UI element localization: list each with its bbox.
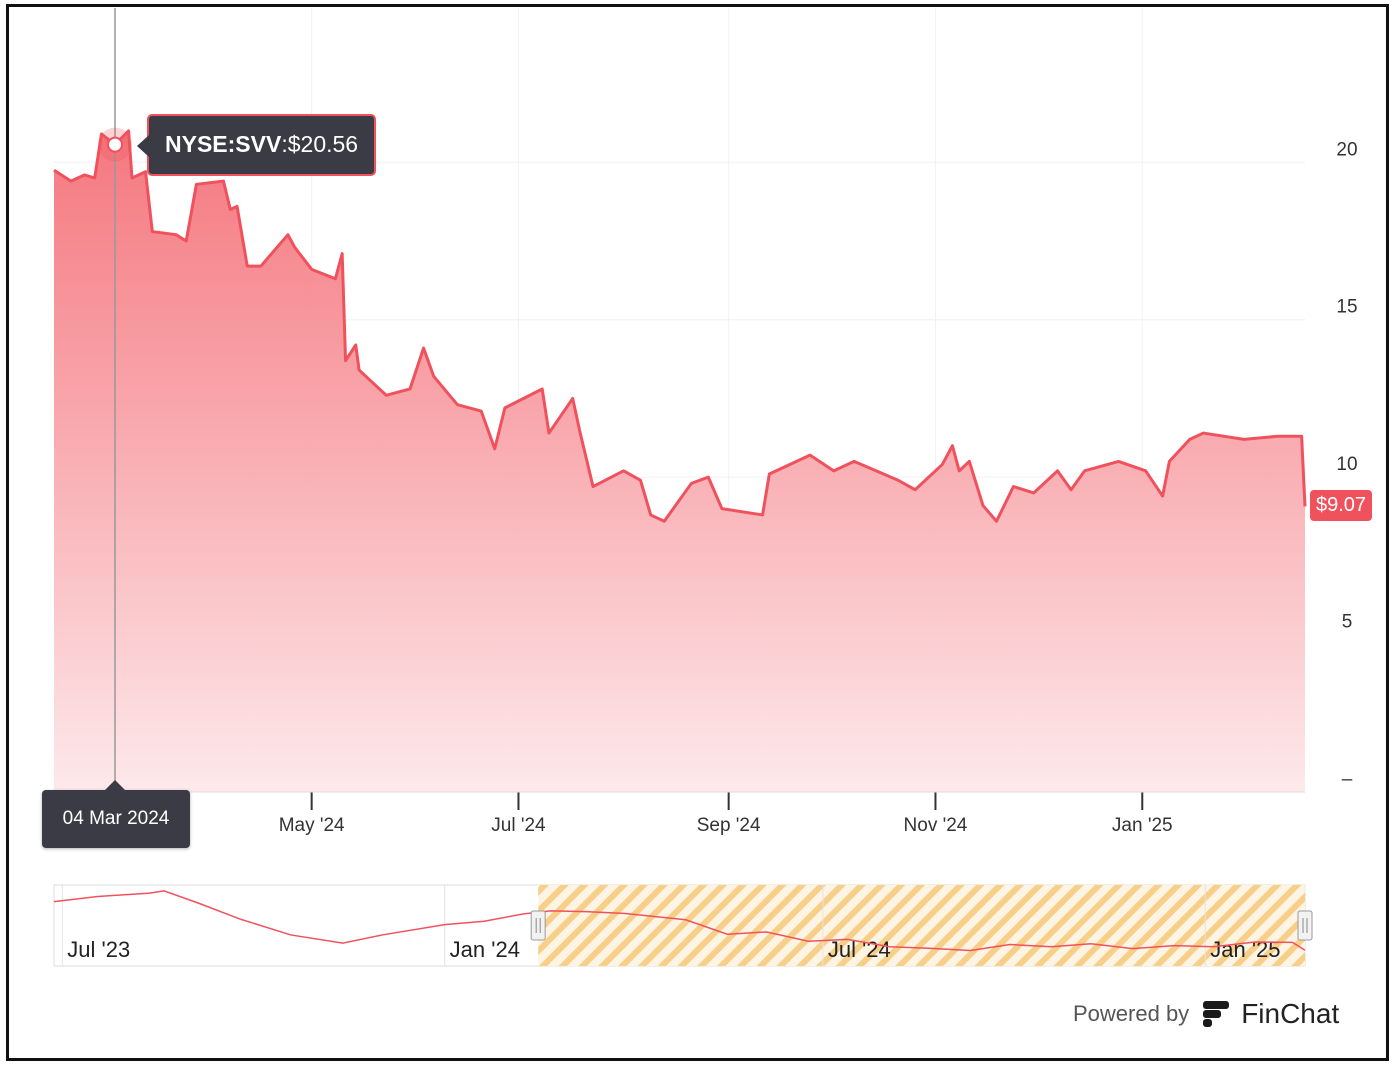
footer: Powered by FinChat (1073, 996, 1339, 1032)
navigator-tick-label: Jan '25 (1210, 937, 1280, 962)
last-price-label: $9.07 (1310, 490, 1373, 522)
navigator: Jul '23 Jan '24 Jul '24 Jan '25 (53, 884, 1313, 967)
area (54, 130, 1305, 793)
tooltip-date: 04 Mar 2024 (42, 780, 191, 848)
handle-body (1297, 910, 1313, 941)
powered-by: Powered by (1073, 1001, 1190, 1026)
x-tick-label: Nov '24 (904, 815, 968, 836)
handle-body (530, 910, 546, 941)
navigator-line (53, 890, 1306, 952)
tooltip-value: $20.56 (287, 131, 359, 158)
y-tick-label: – (1342, 769, 1353, 790)
navigator-selection (538, 885, 1305, 966)
logo (1203, 1001, 1230, 1027)
line (53, 129, 1307, 523)
markers (98, 8, 133, 792)
x-tick-label: Jul '24 (491, 815, 546, 836)
tooltip-series: NYSE:SVV (165, 131, 282, 158)
x-tick-label: Jan '25 (1112, 815, 1173, 836)
tooltip: NYSE:SVV$20.56 (137, 113, 377, 176)
x-tick-label: May '24 (279, 815, 345, 836)
y-tick-label: 20 (1336, 139, 1357, 160)
y-tick-label: 5 (1342, 612, 1353, 633)
navigator-handle[interactable] (1297, 910, 1313, 941)
plot (53, 129, 1307, 793)
navigator-handle[interactable] (530, 910, 546, 941)
y-tick-label: 15 (1336, 297, 1357, 318)
x-tick-label: Sep '24 (697, 815, 761, 836)
hover-point (107, 136, 124, 153)
axes: – 5 10 15 20 May '24 Jul '24 Sep '24 Nov '24 Jan … (54, 139, 1358, 836)
y-tick-label: 10 (1336, 454, 1357, 475)
brand: FinChat (1241, 998, 1340, 1029)
navigator-tick-label: Jul '23 (67, 937, 130, 962)
frame (6, 4, 1389, 1061)
navigator-tick-label: Jan '24 (450, 937, 520, 962)
